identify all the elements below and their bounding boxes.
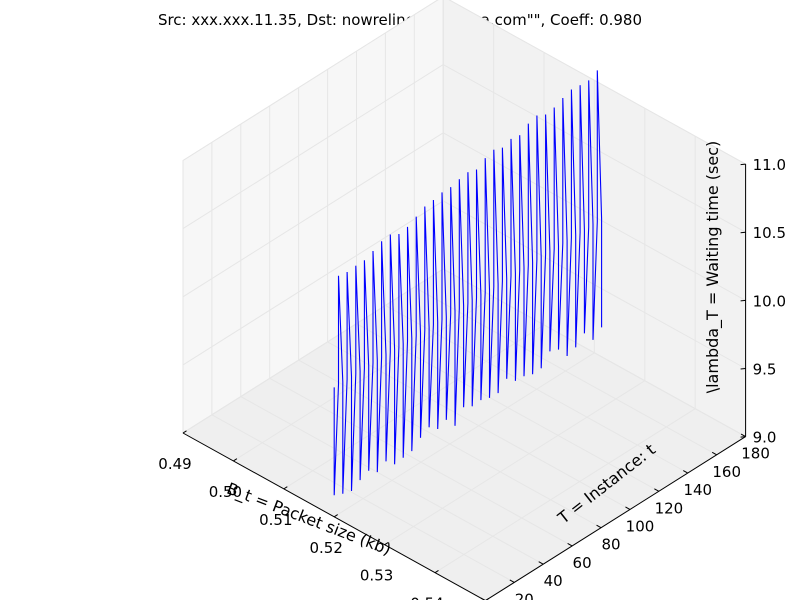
x-tick-label: 0.54	[410, 595, 443, 600]
y-tick-label: 80	[601, 536, 620, 554]
z-tick-mark	[741, 164, 746, 165]
y-tick-label: 20	[515, 590, 534, 600]
z-tick-label: 11.0	[753, 156, 786, 174]
z-tick-label: 10.5	[753, 224, 786, 242]
z-tick-label: 10.0	[753, 292, 786, 310]
y-tick-label: 120	[655, 499, 684, 517]
y-tick-label: 180	[741, 445, 770, 463]
z-tick-mark	[741, 232, 746, 233]
z-tick-mark	[741, 368, 746, 369]
z-tick-label: 9.0	[753, 429, 777, 447]
y-tick-label: 160	[712, 463, 741, 481]
y-tick-label: 60	[573, 554, 592, 572]
z-tick-mark	[741, 300, 746, 301]
y-tick-label: 140	[683, 481, 712, 499]
x-tick-label: 0.53	[360, 567, 393, 585]
z-tick-label: 9.5	[753, 361, 777, 379]
y-tick-label: 100	[626, 518, 655, 536]
z-axis-label: \lambda_T = Waiting time (sec)	[703, 141, 723, 394]
x-tick-label: 0.52	[309, 539, 342, 557]
x-tick-label: 0.49	[158, 455, 191, 473]
y-tick-label: 40	[544, 572, 563, 590]
z-tick-mark	[741, 437, 746, 438]
z-axis-ticks: 9.0 9.5 10.0 10.5 11.0	[741, 156, 786, 447]
